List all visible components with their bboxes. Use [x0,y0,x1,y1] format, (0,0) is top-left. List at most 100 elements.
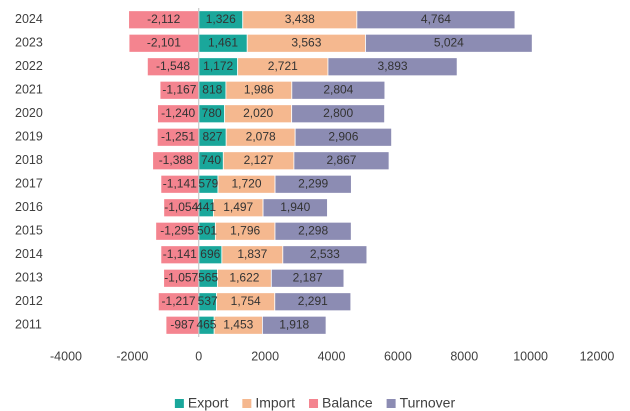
data-label: 4,764 [421,12,451,26]
y-tick-label: 2016 [15,200,43,214]
bar-segment [274,292,352,312]
data-label: 696 [200,247,220,261]
y-tick-label: 2018 [15,153,43,167]
data-label: 2,298 [298,223,328,237]
data-label: 2,721 [268,59,298,73]
data-label: 1,720 [231,176,261,190]
data-label: 537 [198,294,218,308]
bar-segment [356,10,516,30]
bar-segment [365,33,533,53]
data-label: 827 [202,129,222,143]
y-tick-label: 2017 [15,177,43,191]
data-label: 2,906 [328,129,358,143]
bar-segment [262,315,327,335]
y-tick-label: 2022 [15,59,43,73]
data-label: 3,893 [378,59,408,73]
bar-segment [294,127,393,147]
bar-segment [282,245,368,265]
data-label: 1,461 [208,35,238,49]
y-tick-label: 2015 [15,224,43,238]
y-tick-label: 2021 [15,83,43,97]
y-tick-label: 2023 [15,36,43,50]
data-label: 1,172 [203,59,233,73]
legend-label: Balance [322,395,373,411]
data-label: 740 [201,153,221,167]
data-label: 501 [197,223,217,237]
data-label: -1,141 [163,247,197,261]
bar-segment [262,198,328,218]
data-label: 1,326 [206,12,236,26]
bar-segment [293,151,390,171]
data-label: 818 [202,82,222,96]
legend-swatch [386,399,396,408]
legend-swatch [174,399,184,408]
data-label: -1,054 [164,200,198,214]
legend: Export Import Balance Turnover [174,395,456,411]
y-tick-label: 2011 [15,318,42,332]
data-label: 2,291 [298,294,328,308]
data-label: 1,940 [280,200,310,214]
data-label: 1,497 [223,200,253,214]
data-label: -1,141 [163,176,197,190]
y-tick-label: 2014 [15,247,43,261]
data-label: 1,837 [237,247,267,261]
data-label: -1,295 [160,223,194,237]
legend-label: Turnover [400,395,456,411]
data-label: -1,548 [156,59,190,73]
data-label: -1,217 [162,294,196,308]
data-label: 3,563 [291,35,321,49]
y-tick-label: 2020 [15,106,43,120]
data-label: 2,800 [323,106,353,120]
data-label: 1,622 [229,270,259,284]
x-tick-label: 10000 [513,349,548,363]
data-label: 1,453 [223,317,253,331]
data-label: 780 [202,106,222,120]
y-tick-label: 2012 [15,294,43,308]
legend-label: Export [188,395,229,411]
x-tick-label: 6000 [384,349,412,363]
data-label: 2,804 [323,82,353,96]
data-label: 1,796 [230,223,260,237]
data-label: -1,057 [164,270,198,284]
data-label: -2,112 [147,12,180,26]
bar-segment [270,268,345,288]
data-label: -1,167 [162,82,196,96]
data-label: -1,388 [159,153,193,167]
bar-segment [274,174,352,194]
data-label: -1,251 [161,129,195,143]
data-label: 2,299 [298,176,328,190]
data-label: 2,187 [293,270,323,284]
y-tick-label: 2013 [15,271,43,285]
x-tick-label: 4000 [318,349,346,363]
bar-segment [327,57,458,77]
data-label: 565 [198,270,218,284]
data-label: 579 [198,176,218,190]
data-label: 5,024 [434,35,464,49]
x-tick-label: -2000 [116,349,148,363]
data-label: 2,078 [246,129,276,143]
x-tick-label: -4000 [50,349,82,363]
legend-swatch [309,399,319,408]
bar-segment [274,221,352,241]
data-label: 1,918 [279,317,309,331]
x-tick-label: 2000 [251,349,279,363]
legend-swatch [242,399,252,408]
data-label: 441 [196,200,216,214]
legend-label: Import [255,395,295,411]
x-tick-label: 0 [195,349,202,363]
data-label: -987 [170,317,194,331]
bar-segment [291,104,385,124]
bar-segment [291,80,386,100]
data-label: 2,127 [244,153,274,167]
data-label: 2,020 [243,106,273,120]
y-tick-label: 2024 [15,12,43,26]
x-tick-label: 12000 [580,349,615,363]
data-label: -2,101 [147,35,181,49]
data-label: -1,240 [161,106,195,120]
x-tick-label: 8000 [450,349,478,363]
data-label: 465 [196,317,216,331]
data-label: 1,754 [231,294,261,308]
y-tick-label: 2019 [15,130,43,144]
data-label: 2,867 [326,153,356,167]
